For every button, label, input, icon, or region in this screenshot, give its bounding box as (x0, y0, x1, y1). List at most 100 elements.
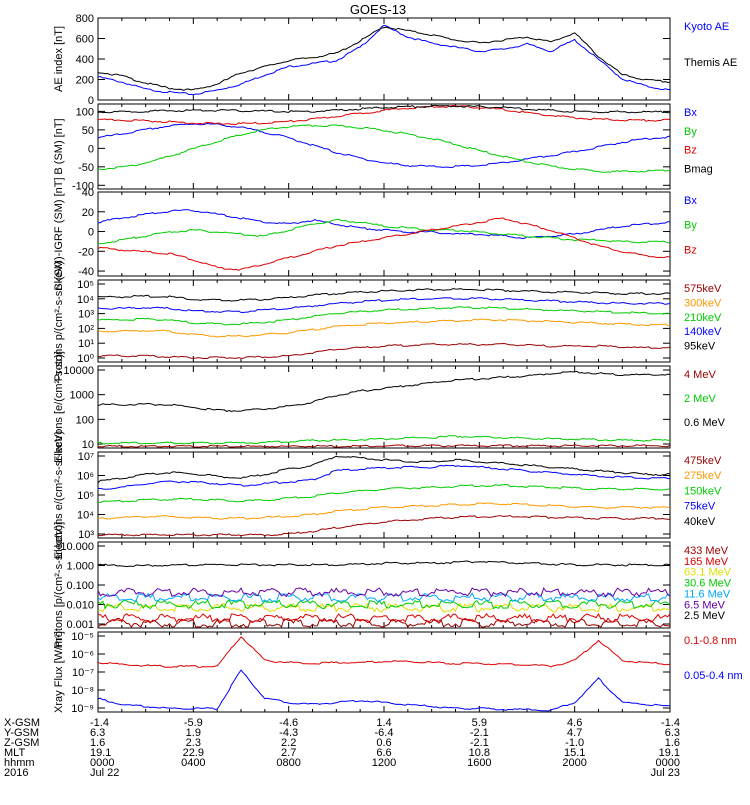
series-line (97, 104, 671, 114)
orbit-cell: -4.6 (279, 717, 298, 729)
orbit-cell: 6.6 (376, 747, 391, 759)
legend-entry: By (684, 126, 697, 138)
legend-entry: 433 MeV (684, 545, 729, 557)
y-tick-label: 200 (76, 75, 94, 87)
y-tick-label: 0 (88, 95, 94, 107)
series-line (97, 560, 671, 568)
y-tick-label: 1000 (70, 390, 94, 402)
series-line (97, 587, 671, 598)
orbit-cell: 10.8 (469, 747, 490, 759)
orbit-cell: 0400 (181, 757, 205, 769)
legend-entry: By (684, 220, 697, 232)
y-tick-label: 10⁻⁸ (71, 685, 94, 697)
series-line (97, 124, 671, 173)
orbit-cell: 4.6 (567, 717, 582, 729)
y-axis-label: B (SM) [nT] (53, 118, 65, 174)
orbit-cell: 6.3 (665, 727, 680, 739)
series-line (97, 288, 671, 302)
y-axis-label: Protons [p/(cm²-s-sr-keV)] (53, 522, 65, 649)
series-line (98, 502, 671, 520)
orbit-cell: 0.6 (376, 737, 391, 749)
y-axis-label: Xray Flux [W/m²] (53, 631, 65, 713)
orbit-cell: Jul 22 (90, 767, 119, 779)
series-line (97, 618, 671, 629)
panel-frame (97, 365, 671, 449)
series-line (97, 669, 671, 712)
legend-entry: 2 MeV (684, 393, 716, 405)
series-line (97, 26, 671, 91)
orbit-cell: -1.0 (565, 737, 584, 749)
legend-entry: 30.6 MeV (684, 578, 732, 590)
legend-entry: Bx (684, 195, 697, 207)
legend-entry: 150keV (684, 485, 722, 497)
series-line (97, 636, 671, 668)
y-axis-label: Electrons [e/(cm²-s-sr)] (53, 351, 65, 463)
y-tick-label: 400 (76, 54, 94, 66)
y-axis-label: Electrons e/(cm²-s-sr-keV) (53, 431, 65, 559)
panel-2 (97, 191, 671, 277)
series-line (97, 444, 671, 448)
y-tick-label: 10⁶ (77, 471, 94, 483)
series-line (97, 455, 671, 484)
y-tick-label: 0.010 (66, 600, 94, 612)
orbit-cell: 2000 (562, 757, 586, 769)
orbit-cell: -2.1 (470, 727, 489, 739)
y-tick-label: 50 (82, 125, 94, 137)
legend-entry: 40keV (684, 516, 716, 528)
y-tick-label: 0.001 (66, 619, 94, 631)
orbit-cell: 4.7 (567, 727, 582, 739)
y-tick-label: 10000 (63, 365, 94, 377)
series-line (97, 297, 671, 314)
orbit-row-label: X-GSM (4, 717, 40, 729)
legend-entry: 575keV (684, 283, 722, 295)
legend-entry: 6.5 MeV (684, 599, 726, 611)
orbit-cell: -5.9 (184, 717, 203, 729)
series-line (97, 592, 671, 603)
orbit-cell: 19.1 (659, 747, 680, 759)
series-line (97, 342, 671, 360)
y-tick-label: -20 (78, 246, 94, 258)
series-line (97, 602, 671, 613)
orbit-cell: -4.3 (279, 727, 298, 739)
series-line (97, 483, 671, 504)
series-line (97, 218, 671, 245)
y-tick-label: -40 (78, 266, 94, 278)
y-tick-label: 1.000 (66, 561, 94, 573)
y-tick-label: 10⁵ (77, 279, 94, 291)
orbit-cell: 0800 (276, 757, 300, 769)
series-line (97, 306, 670, 326)
orbit-cell: 1.6 (665, 737, 680, 749)
y-tick-label: -100 (72, 180, 94, 192)
y-tick-label: 10⁵ (77, 490, 94, 502)
y-tick-label: 10⁻⁵ (71, 631, 94, 643)
series-line (97, 217, 671, 271)
legend-entry: Themis AE (684, 57, 737, 69)
legend-entry: 300keV (684, 297, 722, 309)
y-tick-label: 10⁻⁷ (72, 667, 94, 679)
orbit-row-label: hhmm (4, 757, 35, 769)
orbit-cell: 5.9 (472, 717, 487, 729)
legend-entry: 75keV (684, 501, 716, 513)
y-tick-label: 10⁴ (77, 510, 94, 522)
orbit-cell: 15.1 (564, 747, 585, 759)
legend-entry: 11.6 MeV (684, 588, 731, 600)
y-tick-label: 600 (76, 34, 94, 46)
orbit-row-label: 2016 (4, 767, 28, 779)
orbit-cell: 2.7 (281, 747, 296, 759)
orbit-cell: 0000 (90, 757, 114, 769)
y-tick-label: 10³ (78, 529, 94, 541)
series-line (97, 599, 671, 610)
y-tick-label: 0 (88, 227, 94, 239)
orbit-cell: 6.3 (90, 727, 105, 739)
legend-entry: 2.5 MeV (684, 610, 726, 622)
y-axis-label: Protons p/(cm²-s-sr-keV) (53, 261, 65, 381)
legend-entry: 140keV (684, 326, 722, 338)
series-line (97, 435, 671, 445)
orbit-row-label: MLT (4, 747, 25, 759)
y-tick-label: 0.100 (66, 580, 94, 592)
y-tick-label: 10⁻⁶ (71, 649, 94, 661)
panel-5 (97, 451, 671, 539)
y-tick-label: 10⁴ (77, 294, 94, 306)
